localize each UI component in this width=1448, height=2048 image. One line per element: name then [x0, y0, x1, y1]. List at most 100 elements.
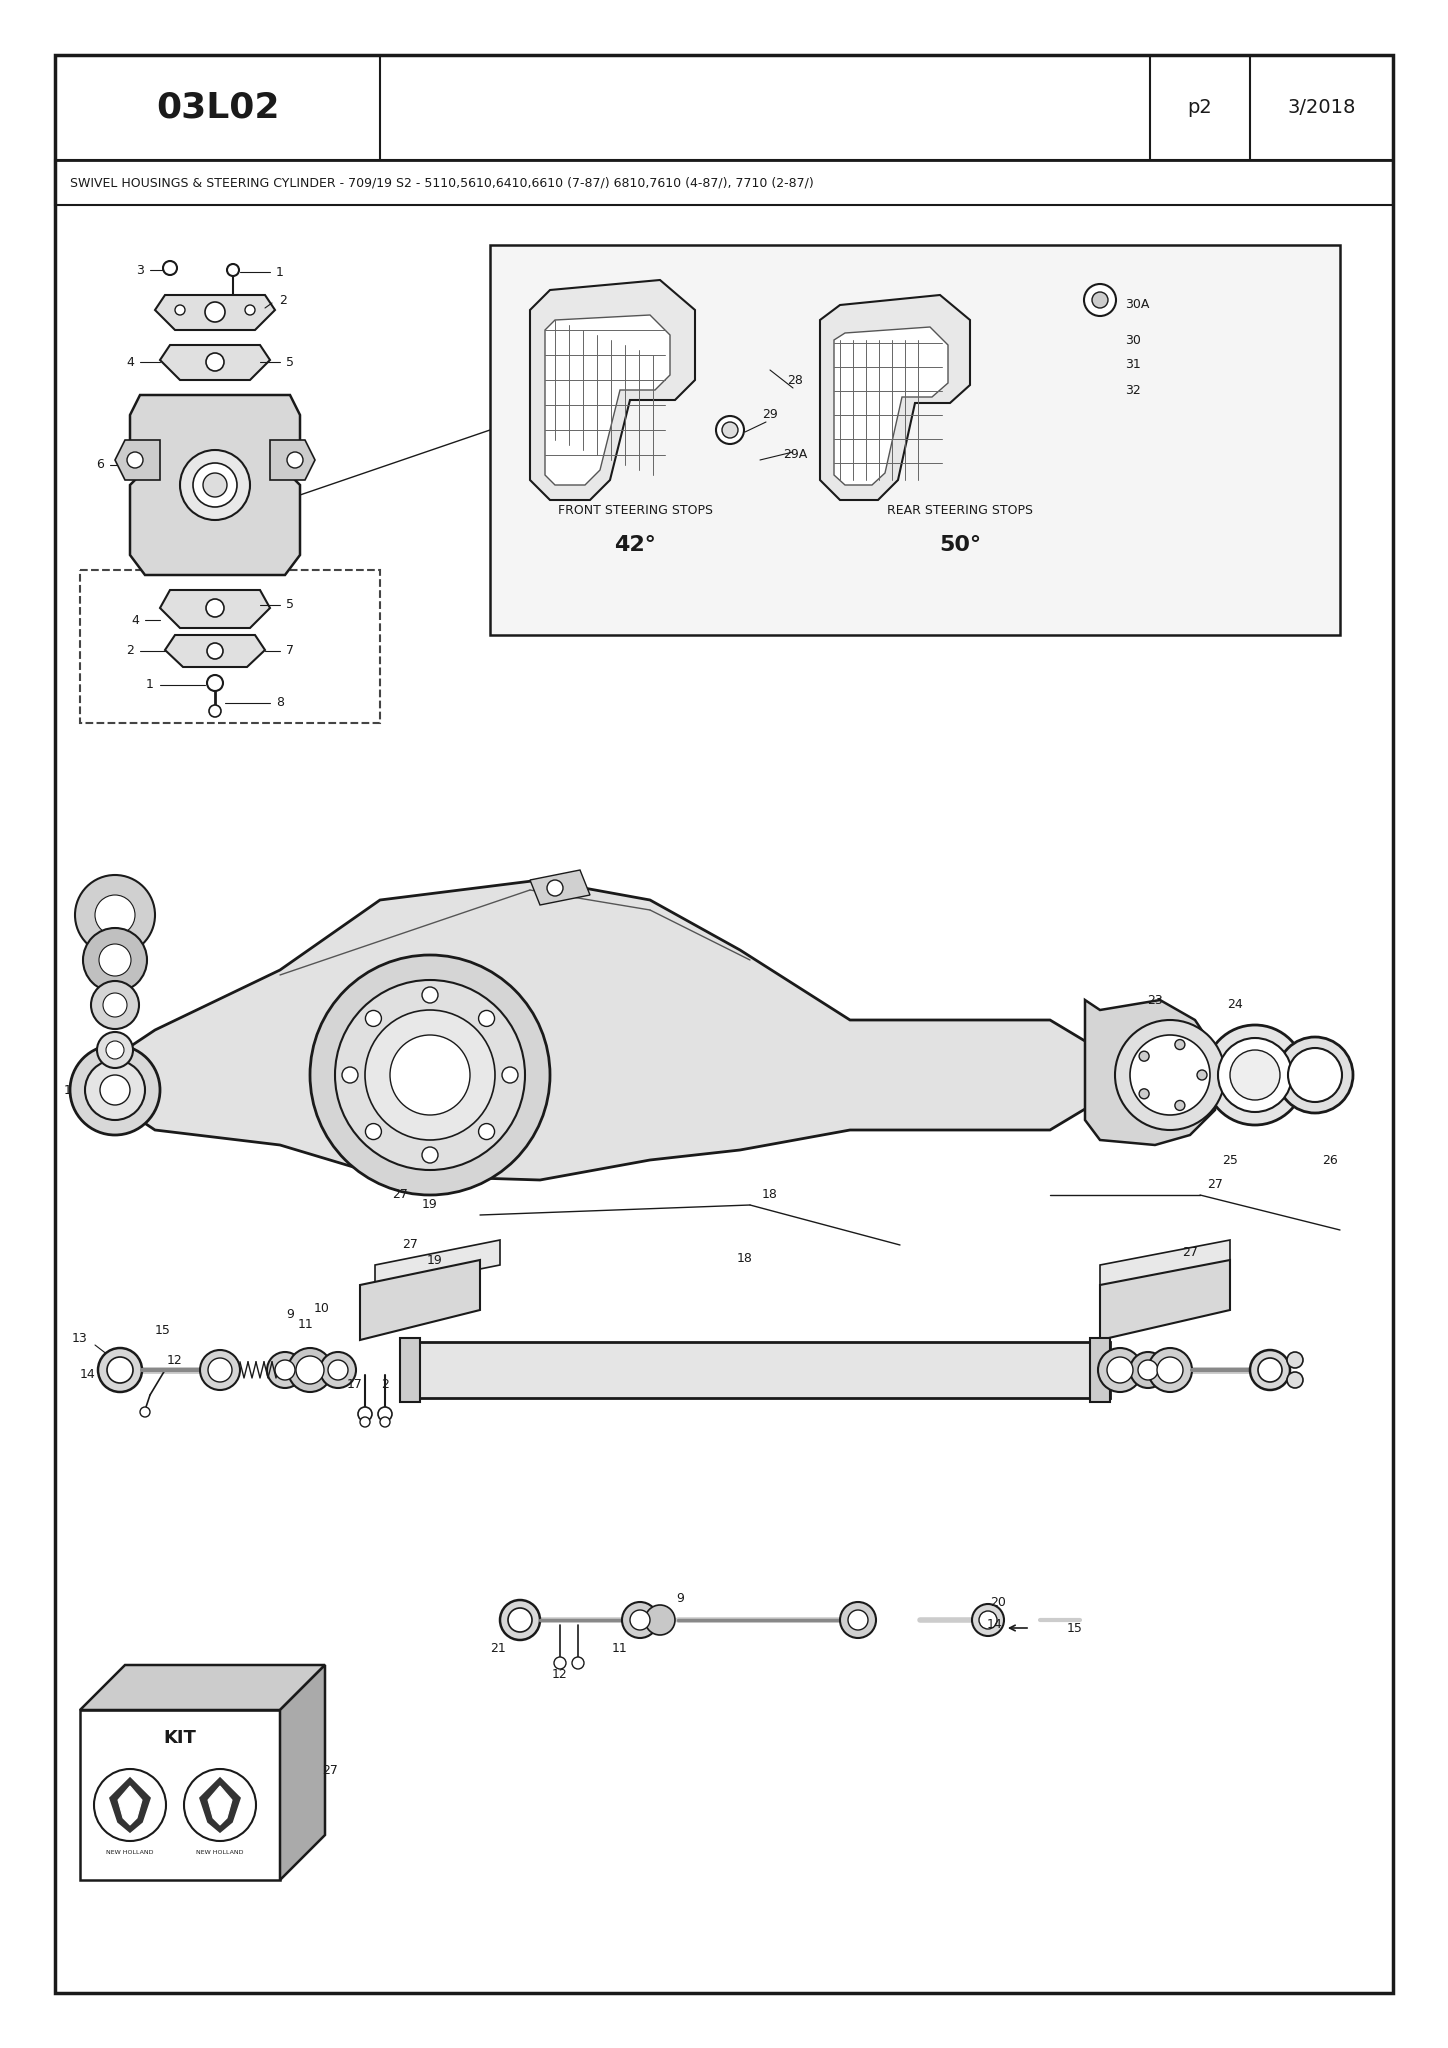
- Text: 4: 4: [132, 614, 139, 627]
- Text: KIT: KIT: [164, 1729, 197, 1747]
- Text: 29A: 29A: [783, 449, 807, 461]
- Circle shape: [500, 1599, 540, 1640]
- Circle shape: [70, 1044, 159, 1135]
- Text: 6: 6: [96, 459, 104, 471]
- Circle shape: [209, 1358, 232, 1382]
- Circle shape: [206, 301, 224, 322]
- Text: 15: 15: [155, 1323, 171, 1337]
- Circle shape: [206, 598, 224, 616]
- Polygon shape: [279, 1665, 324, 1880]
- Circle shape: [97, 1032, 133, 1067]
- Circle shape: [1115, 1020, 1225, 1130]
- Text: 5: 5: [287, 598, 294, 612]
- Text: p2: p2: [1187, 98, 1212, 117]
- Circle shape: [1287, 1372, 1303, 1389]
- Polygon shape: [125, 881, 1100, 1180]
- Text: REAR STEERING STOPS: REAR STEERING STOPS: [888, 504, 1032, 516]
- Polygon shape: [1085, 999, 1221, 1145]
- Circle shape: [164, 260, 177, 274]
- Circle shape: [1174, 1040, 1184, 1049]
- Polygon shape: [544, 315, 670, 485]
- Text: 18: 18: [762, 1188, 778, 1202]
- Text: 14: 14: [988, 1618, 1003, 1632]
- Circle shape: [175, 305, 185, 315]
- Circle shape: [83, 928, 148, 991]
- Polygon shape: [1100, 1239, 1229, 1290]
- Circle shape: [502, 1067, 518, 1083]
- Text: 11: 11: [298, 1319, 314, 1331]
- Text: 24: 24: [1226, 999, 1242, 1012]
- Circle shape: [421, 987, 437, 1004]
- Text: 30A: 30A: [1125, 299, 1150, 311]
- Polygon shape: [80, 1665, 324, 1710]
- Text: 11: 11: [613, 1642, 628, 1655]
- Circle shape: [96, 895, 135, 936]
- Circle shape: [1174, 1100, 1184, 1110]
- Circle shape: [378, 1407, 392, 1421]
- Text: 3/2018: 3/2018: [1287, 98, 1355, 117]
- Bar: [400, 1337, 420, 1403]
- Circle shape: [390, 1034, 471, 1114]
- Text: 27: 27: [321, 1763, 337, 1776]
- Circle shape: [644, 1606, 675, 1634]
- Bar: [55, 160, 1393, 205]
- Circle shape: [979, 1612, 998, 1628]
- Text: 23: 23: [1147, 993, 1163, 1006]
- Polygon shape: [130, 395, 300, 575]
- Polygon shape: [117, 1786, 142, 1825]
- Bar: [80, 569, 379, 723]
- Text: 2: 2: [381, 1378, 390, 1391]
- Circle shape: [1129, 1352, 1166, 1389]
- Text: 14: 14: [80, 1368, 96, 1382]
- Circle shape: [106, 1040, 125, 1059]
- Circle shape: [207, 643, 223, 659]
- Circle shape: [1098, 1348, 1142, 1393]
- Circle shape: [1157, 1358, 1183, 1382]
- Circle shape: [1218, 1038, 1292, 1112]
- Circle shape: [547, 881, 563, 897]
- Text: 1: 1: [64, 1083, 72, 1096]
- Circle shape: [295, 1356, 324, 1384]
- Text: 3: 3: [136, 264, 143, 276]
- Circle shape: [1085, 285, 1116, 315]
- Text: NEW HOLLAND: NEW HOLLAND: [106, 1851, 153, 1855]
- Circle shape: [207, 676, 223, 690]
- Circle shape: [365, 1010, 381, 1026]
- Circle shape: [723, 422, 738, 438]
- Text: 15: 15: [1067, 1622, 1083, 1634]
- Circle shape: [1148, 1348, 1192, 1393]
- Circle shape: [1108, 1358, 1132, 1382]
- Polygon shape: [530, 870, 589, 905]
- Text: NEW HOLLAND: NEW HOLLAND: [197, 1851, 243, 1855]
- Circle shape: [209, 705, 222, 717]
- Text: 19: 19: [423, 1198, 437, 1212]
- Circle shape: [1129, 1034, 1211, 1114]
- Bar: [400, 1341, 1111, 1399]
- Text: 27: 27: [403, 1239, 418, 1251]
- Bar: [1090, 1337, 1111, 1403]
- Circle shape: [479, 1010, 495, 1026]
- Polygon shape: [834, 328, 948, 485]
- Circle shape: [358, 1407, 372, 1421]
- Circle shape: [849, 1610, 867, 1630]
- Circle shape: [275, 1360, 295, 1380]
- Circle shape: [98, 944, 130, 977]
- Circle shape: [1205, 1024, 1305, 1124]
- Circle shape: [1140, 1051, 1150, 1061]
- Circle shape: [508, 1608, 531, 1632]
- Text: 25: 25: [1222, 1153, 1238, 1167]
- Circle shape: [75, 874, 155, 954]
- Circle shape: [288, 1348, 332, 1393]
- Circle shape: [127, 453, 143, 469]
- Polygon shape: [114, 440, 159, 479]
- Bar: [80, 1710, 279, 1880]
- Circle shape: [320, 1352, 356, 1389]
- Text: 21: 21: [489, 1642, 505, 1655]
- Circle shape: [100, 1075, 130, 1106]
- Text: 27: 27: [392, 1188, 408, 1202]
- Circle shape: [200, 1350, 240, 1391]
- Polygon shape: [165, 635, 265, 668]
- Circle shape: [329, 1360, 348, 1380]
- Polygon shape: [820, 295, 970, 500]
- Circle shape: [245, 305, 255, 315]
